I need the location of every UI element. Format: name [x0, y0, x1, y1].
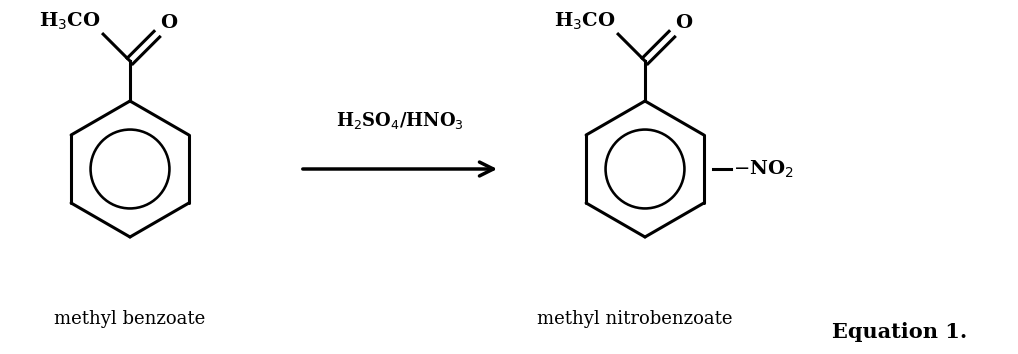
Text: H$_3$CO: H$_3$CO: [39, 11, 100, 32]
Text: O: O: [160, 14, 177, 32]
Text: methyl benzoate: methyl benzoate: [54, 310, 206, 328]
Text: Equation 1.: Equation 1.: [833, 322, 968, 342]
Text: methyl nitrobenzoate: methyl nitrobenzoate: [538, 310, 733, 328]
Text: H$_2$SO$_4$/HNO$_3$: H$_2$SO$_4$/HNO$_3$: [336, 110, 464, 131]
Text: $-$NO$_2$: $-$NO$_2$: [733, 158, 794, 179]
Text: H$_3$CO: H$_3$CO: [554, 11, 615, 32]
Text: O: O: [675, 14, 692, 32]
